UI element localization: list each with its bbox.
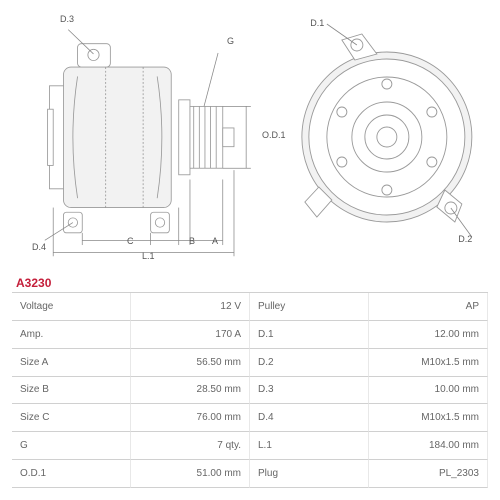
label-a: A xyxy=(212,236,218,246)
technical-drawings: D.3 G O.D.1 A B C D.4 L.1 xyxy=(12,12,488,272)
label-d3: D.3 xyxy=(60,14,74,24)
spec-label: D.1 xyxy=(250,321,369,349)
spec-label: D.3 xyxy=(250,377,369,405)
spec-label: G xyxy=(12,432,131,460)
spec-label: Size B xyxy=(12,377,131,405)
spec-label: Plug xyxy=(250,460,369,488)
spec-label: Voltage xyxy=(12,293,131,321)
spec-value: 10.00 mm xyxy=(369,377,488,405)
spec-value: M10x1.5 mm xyxy=(369,349,488,377)
spec-label: L.1 xyxy=(250,432,369,460)
side-view-drawing: D.3 G O.D.1 A B C D.4 L.1 xyxy=(12,12,274,272)
label-d2: D.2 xyxy=(458,234,472,244)
spec-label: D.4 xyxy=(250,404,369,432)
spec-value: PL_2303 xyxy=(369,460,488,488)
specifications-table: Voltage 12 V Pulley AP Amp. 170 A D.1 12… xyxy=(12,292,488,488)
diagram-container: D.3 G O.D.1 A B C D.4 L.1 xyxy=(12,12,488,488)
spec-value: 28.50 mm xyxy=(131,377,250,405)
spec-value: AP xyxy=(369,293,488,321)
spec-value: 56.50 mm xyxy=(131,349,250,377)
label-l1: L.1 xyxy=(142,251,155,261)
spec-value: 51.00 mm xyxy=(131,460,250,488)
spec-value: 7 qty. xyxy=(131,432,250,460)
label-c: C xyxy=(127,236,134,246)
label-d4: D.4 xyxy=(32,242,46,252)
spec-value: 184.00 mm xyxy=(369,432,488,460)
label-b: B xyxy=(189,236,195,246)
spec-label: O.D.1 xyxy=(12,460,131,488)
part-number: A3230 xyxy=(12,272,488,292)
spec-value: 170 A xyxy=(131,321,250,349)
spec-label: Size C xyxy=(12,404,131,432)
alternator-side-svg xyxy=(12,12,274,272)
spec-value: 76.00 mm xyxy=(131,404,250,432)
alternator-front-svg xyxy=(286,12,488,272)
spec-label: Amp. xyxy=(12,321,131,349)
spec-value: M10x1.5 mm xyxy=(369,404,488,432)
spec-label: Pulley xyxy=(250,293,369,321)
spec-label: D.2 xyxy=(250,349,369,377)
label-g: G xyxy=(227,36,234,46)
label-od1: O.D.1 xyxy=(262,130,286,140)
front-view-drawing: D.1 D.2 xyxy=(286,12,488,272)
spec-value: 12.00 mm xyxy=(369,321,488,349)
spec-label: Size A xyxy=(12,349,131,377)
spec-value: 12 V xyxy=(131,293,250,321)
label-d1: D.1 xyxy=(310,18,324,28)
